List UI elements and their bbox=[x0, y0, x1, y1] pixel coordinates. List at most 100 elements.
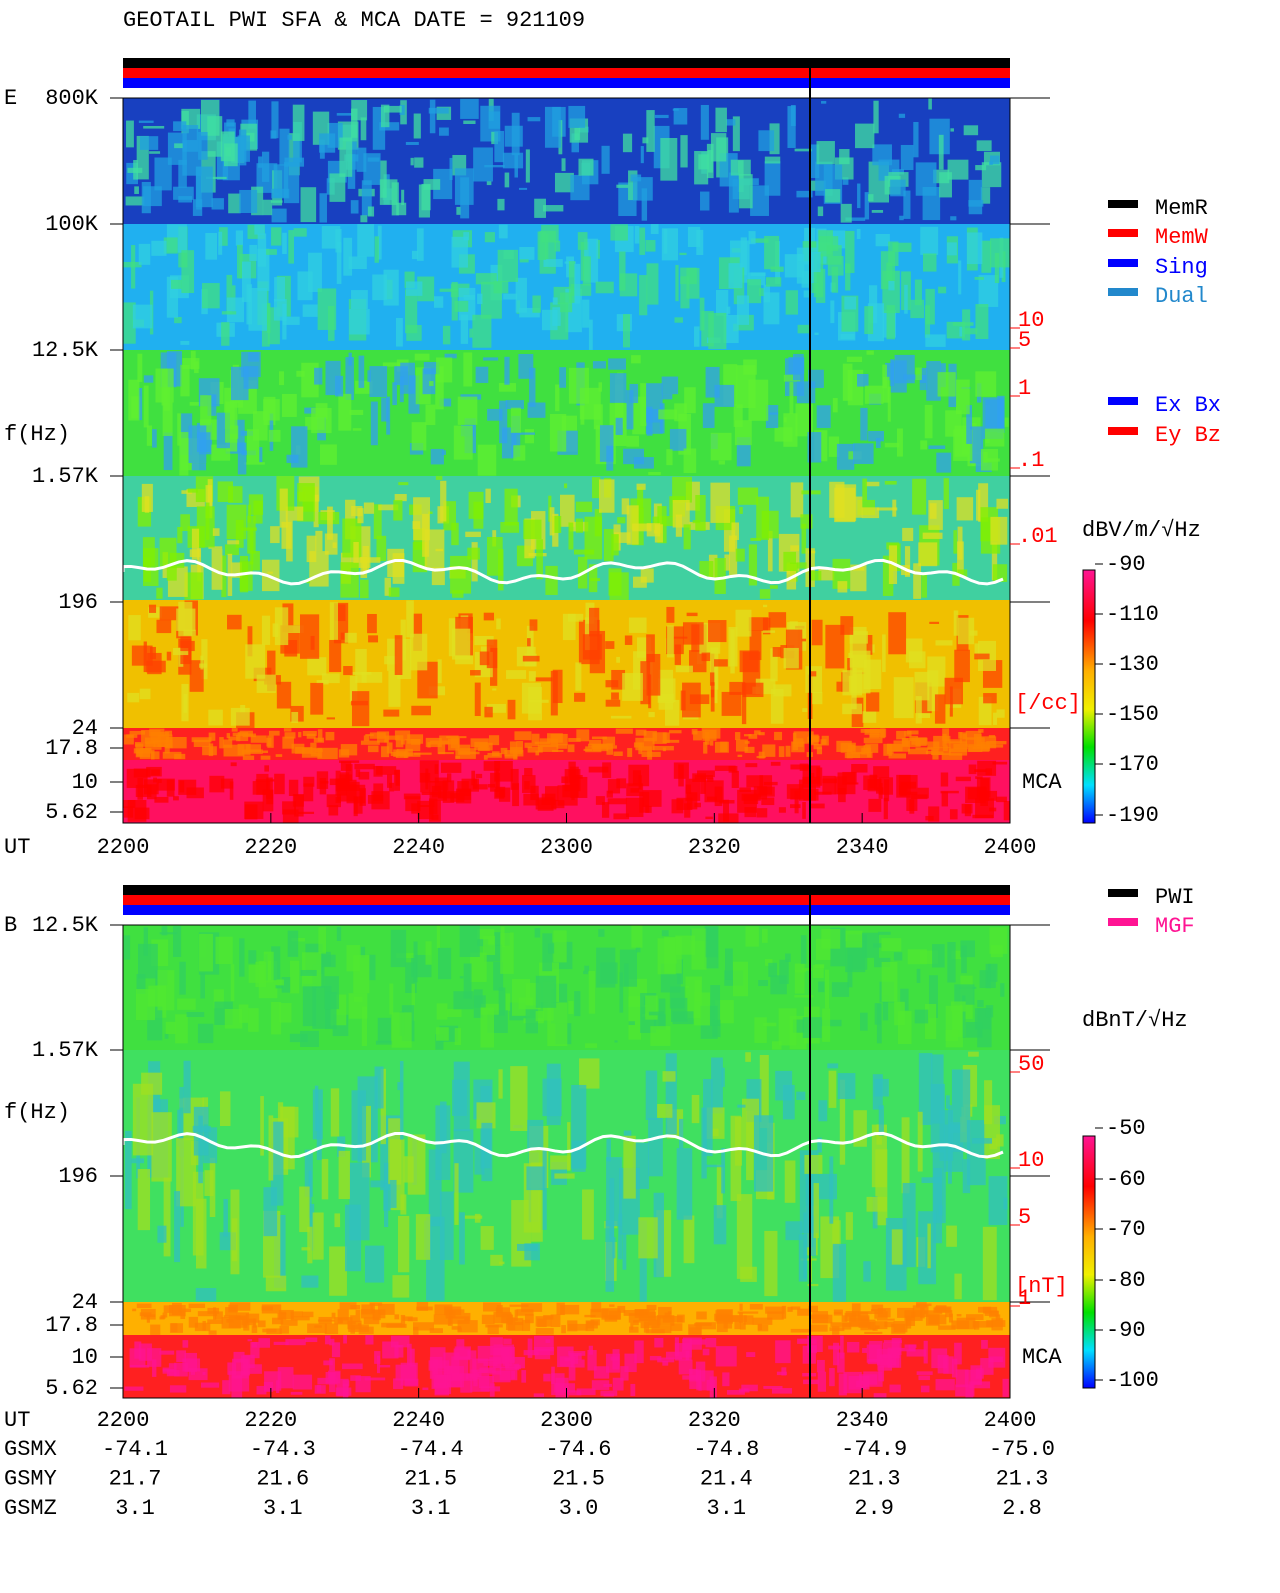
spectrogram-cell bbox=[710, 133, 727, 162]
spectrogram-cell bbox=[169, 1385, 187, 1393]
spectrogram-cell bbox=[394, 770, 401, 791]
spectrogram-cell bbox=[714, 659, 728, 667]
spectrogram-cell bbox=[401, 189, 405, 206]
spectrogram-cell bbox=[351, 506, 363, 517]
spectrogram-cell bbox=[254, 224, 265, 235]
spectrogram-cell bbox=[125, 196, 145, 206]
spectrogram-cell bbox=[769, 585, 778, 589]
spectrogram-cell bbox=[221, 311, 237, 315]
spectrogram-cell bbox=[483, 755, 488, 760]
spectrogram-cell bbox=[511, 112, 520, 156]
spectrogram-cell bbox=[640, 146, 644, 164]
spectrogram-cell bbox=[975, 165, 987, 171]
spectrogram-cell bbox=[429, 800, 441, 822]
spectrogram-cell bbox=[726, 1389, 745, 1395]
spectrogram-cell bbox=[890, 179, 906, 197]
spectrogram-cell bbox=[633, 457, 654, 469]
spectrogram-cell bbox=[191, 528, 200, 560]
spectrogram-cell bbox=[863, 1261, 871, 1282]
spectrogram-cell bbox=[722, 1372, 730, 1387]
spectrogram-cell bbox=[928, 1314, 947, 1325]
spectrogram-cell bbox=[778, 807, 786, 813]
spectrogram-cell bbox=[498, 1069, 503, 1099]
spectrogram-cell bbox=[177, 413, 182, 446]
spectrogram-cell bbox=[211, 198, 224, 210]
spectrogram-cell bbox=[487, 408, 503, 421]
spectrogram-cell bbox=[433, 1314, 451, 1325]
spectrogram-cell bbox=[417, 800, 435, 807]
spectrogram-cell bbox=[505, 400, 524, 410]
spectrogram-cell bbox=[758, 130, 775, 152]
spectrogram-cell bbox=[524, 1243, 540, 1261]
y-tick-label: 100K bbox=[45, 212, 99, 237]
spectrogram-cell bbox=[229, 781, 234, 800]
spectrogram-cell bbox=[534, 741, 551, 745]
spectrogram-cell bbox=[790, 1306, 801, 1310]
spectrogram-cell bbox=[282, 316, 300, 325]
spectrogram-cell bbox=[646, 110, 655, 152]
spectrogram-cell bbox=[488, 735, 500, 746]
spectrogram-cell bbox=[767, 1311, 784, 1320]
spectrogram-cell bbox=[251, 1325, 258, 1334]
spectrogram-cell bbox=[358, 355, 365, 388]
spectrogram-cell bbox=[747, 279, 762, 304]
scale-unit: [nT] bbox=[1015, 1274, 1068, 1299]
spectrogram-cell bbox=[290, 1316, 310, 1321]
spectrogram-cell bbox=[394, 494, 407, 502]
spectrogram-cell bbox=[785, 953, 791, 962]
spectrogram-cell bbox=[273, 1341, 289, 1345]
spectrogram-cell bbox=[454, 300, 469, 312]
spectrogram-cell bbox=[973, 1321, 980, 1330]
spectrogram-cell bbox=[736, 1194, 753, 1279]
spectrogram-cell bbox=[945, 1005, 963, 1048]
spectrogram-cell bbox=[550, 1314, 561, 1327]
spectrogram-cell bbox=[725, 948, 733, 980]
spectrogram-cell bbox=[123, 800, 136, 808]
spectrogram-cell bbox=[821, 1019, 842, 1027]
spectrogram-cell bbox=[182, 125, 199, 152]
spectrogram-cell bbox=[339, 137, 353, 177]
spectrogram-cell bbox=[152, 1359, 157, 1377]
status-bar bbox=[123, 885, 1010, 895]
spectrogram-cell bbox=[918, 1053, 933, 1126]
spectrogram-cell bbox=[588, 319, 593, 350]
spectrogram-cell bbox=[980, 187, 991, 204]
spectrogram-cell bbox=[223, 739, 233, 748]
spectrogram-cell bbox=[791, 741, 805, 753]
spectrogram-cell bbox=[349, 676, 358, 702]
spectrogram-cell bbox=[338, 1150, 350, 1200]
spectrogram-cell bbox=[192, 1125, 211, 1133]
spectrogram-cell bbox=[759, 288, 765, 297]
spectrogram-cell bbox=[223, 744, 245, 757]
spectrogram-cell bbox=[981, 162, 1002, 188]
spectrogram-cell bbox=[568, 738, 581, 742]
spectrogram-cell bbox=[609, 572, 629, 600]
spectrogram-cell bbox=[873, 1393, 887, 1398]
spectrogram-cell bbox=[943, 745, 948, 751]
spectrogram-cell bbox=[876, 1318, 895, 1321]
spectrogram-cell bbox=[883, 1340, 902, 1344]
spectrogram-cell bbox=[153, 777, 157, 783]
spectrogram-cell bbox=[568, 1365, 576, 1381]
spectrogram-cell bbox=[381, 746, 390, 758]
spectrogram-cell bbox=[367, 613, 377, 634]
spectrogram-cell bbox=[477, 293, 483, 305]
spectrogram-cell bbox=[247, 626, 253, 657]
spectrogram-cell bbox=[485, 488, 491, 504]
spectrogram-cell bbox=[204, 1170, 214, 1197]
spectrogram-cell bbox=[484, 165, 505, 168]
spectrogram-cell bbox=[376, 535, 387, 562]
spectrogram-cell bbox=[623, 1135, 636, 1199]
spectrogram-cell bbox=[172, 1302, 182, 1315]
spectrogram-cell bbox=[611, 534, 619, 556]
spectrogram-cell bbox=[720, 741, 728, 753]
colorbar-tick-label: -100 bbox=[1106, 1368, 1159, 1393]
spectrogram-cell bbox=[598, 929, 605, 937]
spectrogram-cell bbox=[882, 1342, 900, 1359]
spectrogram-cell bbox=[143, 385, 149, 428]
scale-tick-label: 1 bbox=[1018, 376, 1031, 401]
spectrogram-cell bbox=[282, 736, 294, 749]
spectrogram-cell bbox=[360, 946, 366, 958]
spectrogram-cell bbox=[831, 982, 850, 997]
spectrogram-cell bbox=[155, 368, 174, 403]
